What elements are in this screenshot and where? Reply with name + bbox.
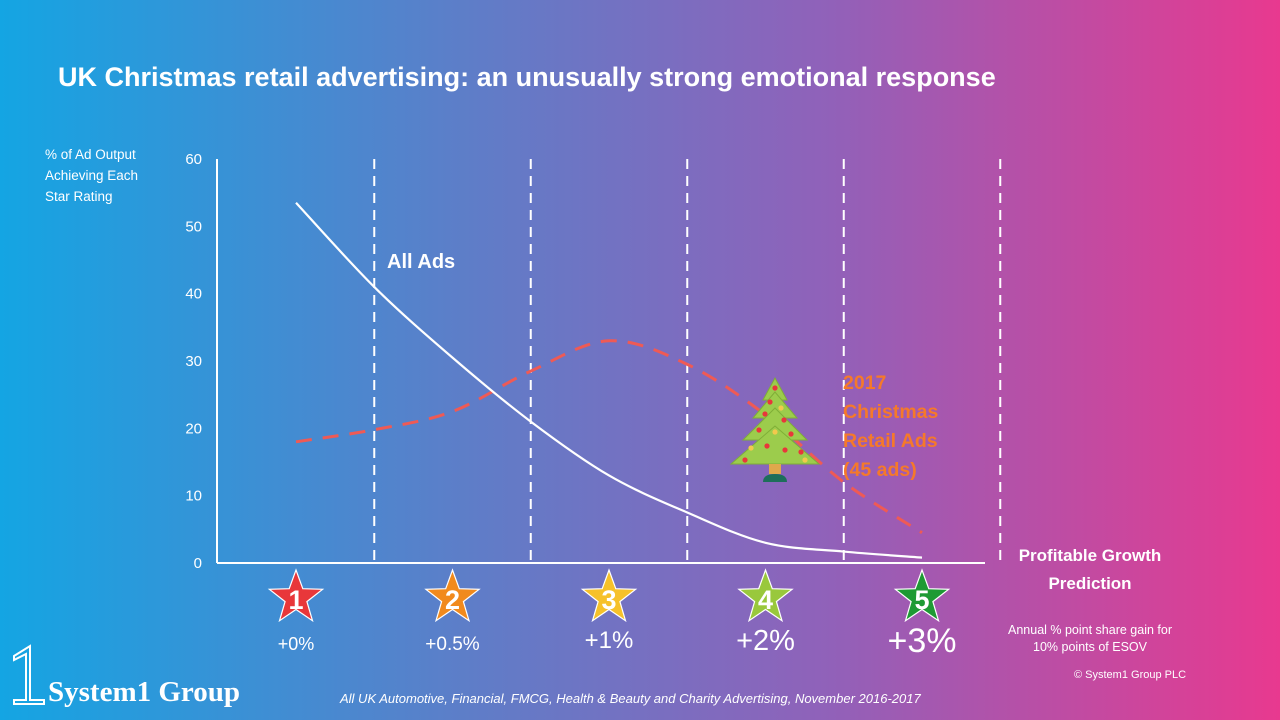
- y-tick-label: 20: [185, 420, 202, 437]
- series-label-christmas-ads: 2017: [843, 372, 886, 394]
- category-label: +3%: [888, 622, 957, 660]
- y-tick-label: 40: [185, 286, 202, 303]
- star-rating-number: 3: [601, 585, 616, 615]
- x-axis-label-line-2: Prediction: [1048, 574, 1132, 593]
- category-label: +1%: [585, 627, 634, 654]
- star-rating-number: 2: [445, 585, 460, 615]
- logo-mark-icon: [13, 644, 45, 705]
- category-label: +2%: [736, 625, 795, 657]
- star-rating-icon: [267, 568, 325, 623]
- series-line-christmas-ads: [295, 339, 923, 534]
- star-rating-number: 5: [914, 585, 929, 615]
- annual-share-note-line-2: 10% points of ESOV: [1033, 640, 1147, 654]
- footnote: All UK Automotive, Financial, FMCG, Heal…: [340, 691, 921, 706]
- annual-share-note-line-1: Annual % point share gain for: [1008, 623, 1172, 637]
- star-rating-icon: [737, 568, 794, 623]
- series-label-christmas-ads: (45 ads): [843, 459, 917, 481]
- star-rating-icon: [893, 568, 951, 623]
- category-label: +0%: [278, 634, 315, 654]
- copyright: © System1 Group PLC: [1074, 669, 1187, 681]
- series-line-all-ads: [295, 202, 923, 559]
- series-label-all-ads: All Ads: [387, 251, 455, 273]
- logo-text: System1 Group: [48, 676, 241, 708]
- star-rating-icon: [580, 568, 638, 623]
- series-label-christmas-ads: Christmas: [843, 401, 939, 423]
- series-label-christmas-ads: Retail Ads: [843, 430, 938, 452]
- page-title: UK Christmas retail advertising: an unus…: [58, 62, 996, 92]
- y-tick-label: 10: [185, 488, 202, 505]
- y-tick-label: 60: [185, 151, 202, 168]
- y-tick-label: 0: [194, 555, 202, 572]
- annual-share-note: Annual % point share gain for 10% points…: [990, 622, 1190, 656]
- star-rating-icon: [424, 568, 481, 623]
- y-tick-label: 50: [185, 218, 202, 235]
- category-label: +0.5%: [425, 634, 480, 655]
- star-rating-number: 1: [288, 585, 303, 615]
- y-axis-label: % of Ad Output Achieving Each Star Ratin…: [45, 147, 139, 204]
- christmas-tree-icon: [729, 376, 821, 482]
- x-axis-label: Profitable Growth Prediction: [995, 542, 1185, 598]
- y-tick-label: 30: [185, 353, 202, 370]
- star-rating-number: 4: [758, 585, 773, 615]
- x-axis-label-line-1: Profitable Growth: [1018, 546, 1162, 565]
